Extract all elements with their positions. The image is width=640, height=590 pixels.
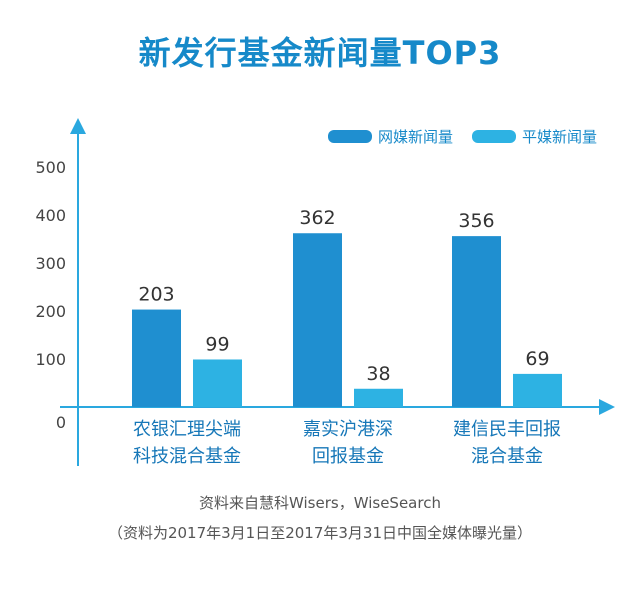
data-label: 69 [525, 348, 549, 370]
legend-label: 网媒新闻量 [378, 128, 453, 146]
data-label: 362 [299, 207, 335, 229]
data-label: 203 [138, 284, 174, 306]
y-tick-label: 100 [35, 350, 66, 369]
bar-print-1 [193, 359, 242, 407]
chart-title: 新发行基金新闻量TOP3 [138, 34, 502, 72]
bar-print-2 [354, 388, 403, 407]
category-label: 混合基金 [471, 446, 543, 467]
y-tick-label: 300 [35, 254, 66, 273]
date-range-note: （资料为2017年3月1日至2017年3月31日中国全媒体曝光量） [107, 524, 533, 542]
data-label: 356 [458, 210, 494, 232]
category-label: 回报基金 [312, 446, 384, 467]
legend-swatch [328, 130, 372, 143]
y-tick-label: 200 [35, 302, 66, 321]
data-label: 38 [366, 363, 390, 385]
category-label: 科技混合基金 [133, 446, 241, 467]
category-label: 嘉实沪港深 [303, 419, 393, 440]
y-tick-label: 400 [35, 206, 66, 225]
bar-online-3 [452, 236, 501, 407]
category-label: 建信民丰回报 [453, 419, 561, 440]
source-note: 资料来自慧科Wisers，WiseSearch [199, 494, 441, 512]
data-label: 99 [205, 333, 229, 355]
bar-online-2 [293, 233, 342, 407]
y-tick-label: 500 [35, 158, 66, 177]
bar-online-1 [132, 309, 181, 407]
bar-print-3 [513, 373, 562, 407]
category-label: 农银汇理尖端 [133, 419, 241, 440]
legend-swatch [472, 130, 516, 143]
legend-label: 平媒新闻量 [522, 128, 597, 146]
y-tick-label: 0 [56, 413, 66, 432]
